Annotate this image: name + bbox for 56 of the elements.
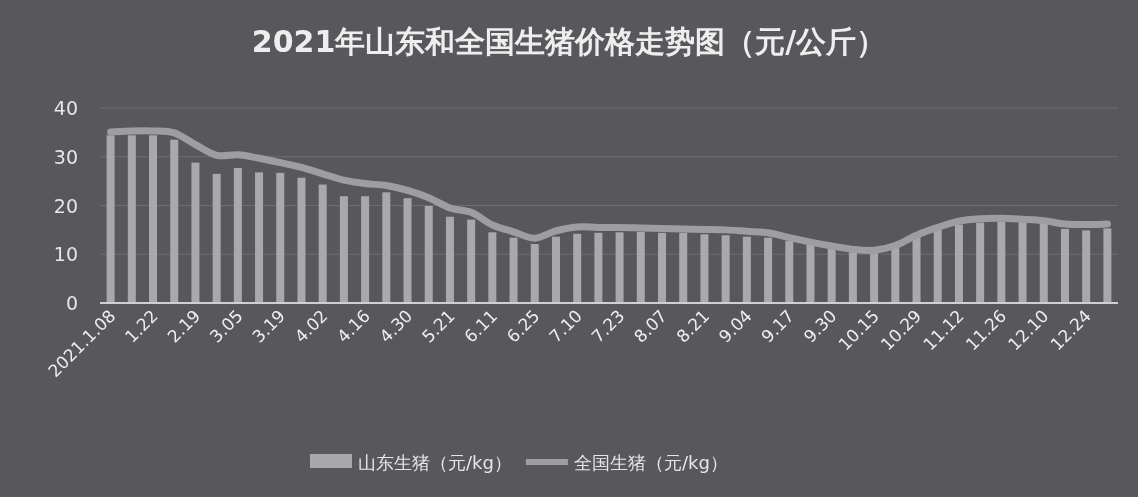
y-tick-label: 10: [53, 243, 78, 266]
bar: [764, 237, 773, 303]
bar: [870, 252, 879, 303]
bar: [1039, 223, 1048, 303]
y-tick-label: 20: [53, 194, 78, 217]
bar: [742, 236, 751, 303]
y-tick-label: 30: [53, 145, 78, 168]
bar: [1060, 228, 1069, 303]
bar: [191, 162, 200, 303]
bar: [445, 216, 454, 303]
bar: [551, 236, 560, 303]
legend-label: 全国生猪（元/kg）: [573, 452, 728, 473]
chart-title: 2021年山东和全国生猪价格走势图（元/公斤）: [251, 24, 887, 59]
bar: [1103, 228, 1112, 303]
bar: [233, 167, 242, 303]
bar: [509, 237, 518, 303]
bar: [127, 135, 136, 303]
bar: [636, 231, 645, 303]
bar: [997, 221, 1006, 303]
bar: [848, 252, 857, 303]
bar: [827, 246, 836, 303]
bar: [297, 177, 306, 303]
bar: [615, 232, 624, 303]
bar: [573, 233, 582, 303]
bar: [912, 235, 921, 303]
bar: [255, 172, 264, 303]
bar: [721, 235, 730, 303]
y-tick-label: 0: [65, 292, 78, 314]
bar: [679, 232, 688, 303]
bar: [424, 205, 433, 303]
bar: [149, 135, 158, 303]
bar: [785, 241, 794, 303]
bar: [361, 196, 370, 303]
bar: [339, 196, 348, 303]
bar: [594, 232, 603, 303]
bar: [170, 139, 179, 303]
bar: [700, 234, 709, 303]
y-tick-label: 40: [53, 97, 78, 119]
bar: [403, 198, 412, 303]
bar: [106, 135, 115, 303]
bar: [1082, 230, 1091, 303]
legend-label: 山东生猪（元/kg）: [358, 452, 512, 473]
bar: [954, 224, 963, 303]
bar: [658, 232, 667, 303]
bar: [318, 184, 327, 303]
bar: [891, 247, 900, 303]
bar: [467, 219, 476, 303]
bar: [806, 244, 815, 303]
bar: [488, 232, 497, 303]
bar: [1018, 222, 1027, 303]
bar: [212, 173, 221, 303]
bar: [530, 244, 539, 303]
bar: [976, 222, 985, 303]
bar: [276, 172, 285, 303]
bar: [382, 192, 391, 303]
bar: [933, 229, 942, 303]
